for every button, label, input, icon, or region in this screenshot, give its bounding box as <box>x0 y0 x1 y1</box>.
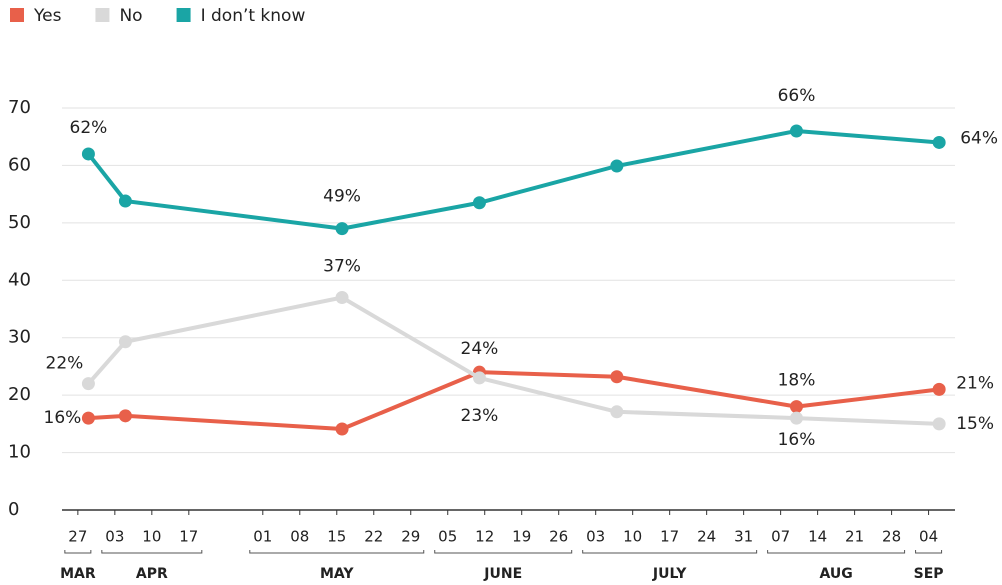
x-tick-label: 07 <box>771 528 790 546</box>
x-tick-label: 14 <box>808 528 827 546</box>
legend-swatch <box>176 8 191 22</box>
month-bracket <box>434 550 573 554</box>
data-label: 23% <box>461 406 499 426</box>
y-tick-label: 70 <box>8 97 31 118</box>
data-label: 18% <box>778 371 816 391</box>
data-label: 16% <box>778 430 816 450</box>
x-tick-label: 31 <box>734 528 753 546</box>
data-point <box>789 124 803 138</box>
data-point <box>81 377 95 391</box>
data-point <box>789 400 803 414</box>
legend-label: No <box>119 6 142 26</box>
y-tick-label: 10 <box>8 442 31 463</box>
data-point <box>610 159 624 173</box>
data-point <box>81 411 95 425</box>
data-point <box>335 422 349 436</box>
month-label: MAR <box>60 566 96 582</box>
x-tick-label: 17 <box>660 528 679 546</box>
data-point <box>932 417 946 431</box>
data-point <box>118 335 132 349</box>
legend-swatch <box>95 8 110 22</box>
x-tick-label: 28 <box>882 528 901 546</box>
data-label: 49% <box>323 187 361 207</box>
month-bracket <box>767 550 906 554</box>
x-tick-label: 10 <box>623 528 642 546</box>
month-bracket <box>915 550 943 554</box>
data-point <box>335 222 349 236</box>
x-tick-label: 27 <box>68 528 87 546</box>
x-tick-label: 04 <box>919 528 938 546</box>
x-tick-label: 08 <box>290 528 309 546</box>
data-label: 15% <box>956 414 994 434</box>
month-label: AUG <box>819 566 852 582</box>
data-point <box>789 411 803 425</box>
data-label: 62% <box>70 118 108 138</box>
data-point <box>932 382 946 396</box>
data-point <box>81 147 95 161</box>
x-tick-label: 05 <box>438 528 457 546</box>
month-bracket <box>249 550 425 554</box>
y-tick-label: 0 <box>8 499 19 520</box>
month-label: JUNE <box>483 566 522 582</box>
x-tick-label: 03 <box>105 528 124 546</box>
data-label: 37% <box>323 257 361 277</box>
x-tick-label: 17 <box>179 528 198 546</box>
x-tick-label: 22 <box>364 528 383 546</box>
month-label: MAY <box>320 566 354 582</box>
legend-label: Yes <box>33 6 62 26</box>
data-label: 21% <box>956 373 994 393</box>
data-point <box>472 196 486 210</box>
x-tick-label: 15 <box>327 528 346 546</box>
data-point <box>472 371 486 385</box>
y-tick-label: 30 <box>8 327 31 348</box>
x-tick-label: 29 <box>401 528 420 546</box>
data-point <box>610 370 624 384</box>
data-label: 24% <box>461 339 499 359</box>
data-label: 66% <box>778 86 816 106</box>
legend-swatch <box>10 8 24 22</box>
series-line <box>86 128 940 231</box>
y-tick-label: 60 <box>8 154 31 175</box>
data-point <box>610 405 624 419</box>
month-bracket <box>101 550 203 554</box>
y-tick-label: 40 <box>8 269 31 290</box>
month-label: SEP <box>914 566 944 582</box>
data-point <box>335 291 349 305</box>
month-label: JULY <box>652 566 687 582</box>
x-tick-label: 24 <box>697 528 716 546</box>
data-label: 22% <box>46 354 84 374</box>
month-bracket <box>64 550 92 554</box>
x-tick-label: 03 <box>586 528 605 546</box>
x-tick-label: 21 <box>845 528 864 546</box>
data-point <box>118 409 132 423</box>
month-bracket <box>582 550 758 554</box>
legend-label: I don’t know <box>201 6 306 26</box>
data-label: 64% <box>960 128 998 148</box>
x-tick-label: 01 <box>253 528 272 546</box>
data-point <box>118 194 132 208</box>
x-tick-label: 12 <box>475 528 494 546</box>
data-label: 16% <box>44 408 82 428</box>
x-tick-label: 26 <box>549 528 568 546</box>
x-tick-label: 10 <box>142 528 161 546</box>
y-tick-label: 50 <box>8 212 31 233</box>
y-tick-label: 20 <box>8 384 31 405</box>
month-label: APR <box>136 566 168 582</box>
x-tick-label: 19 <box>512 528 531 546</box>
data-point <box>932 135 946 149</box>
